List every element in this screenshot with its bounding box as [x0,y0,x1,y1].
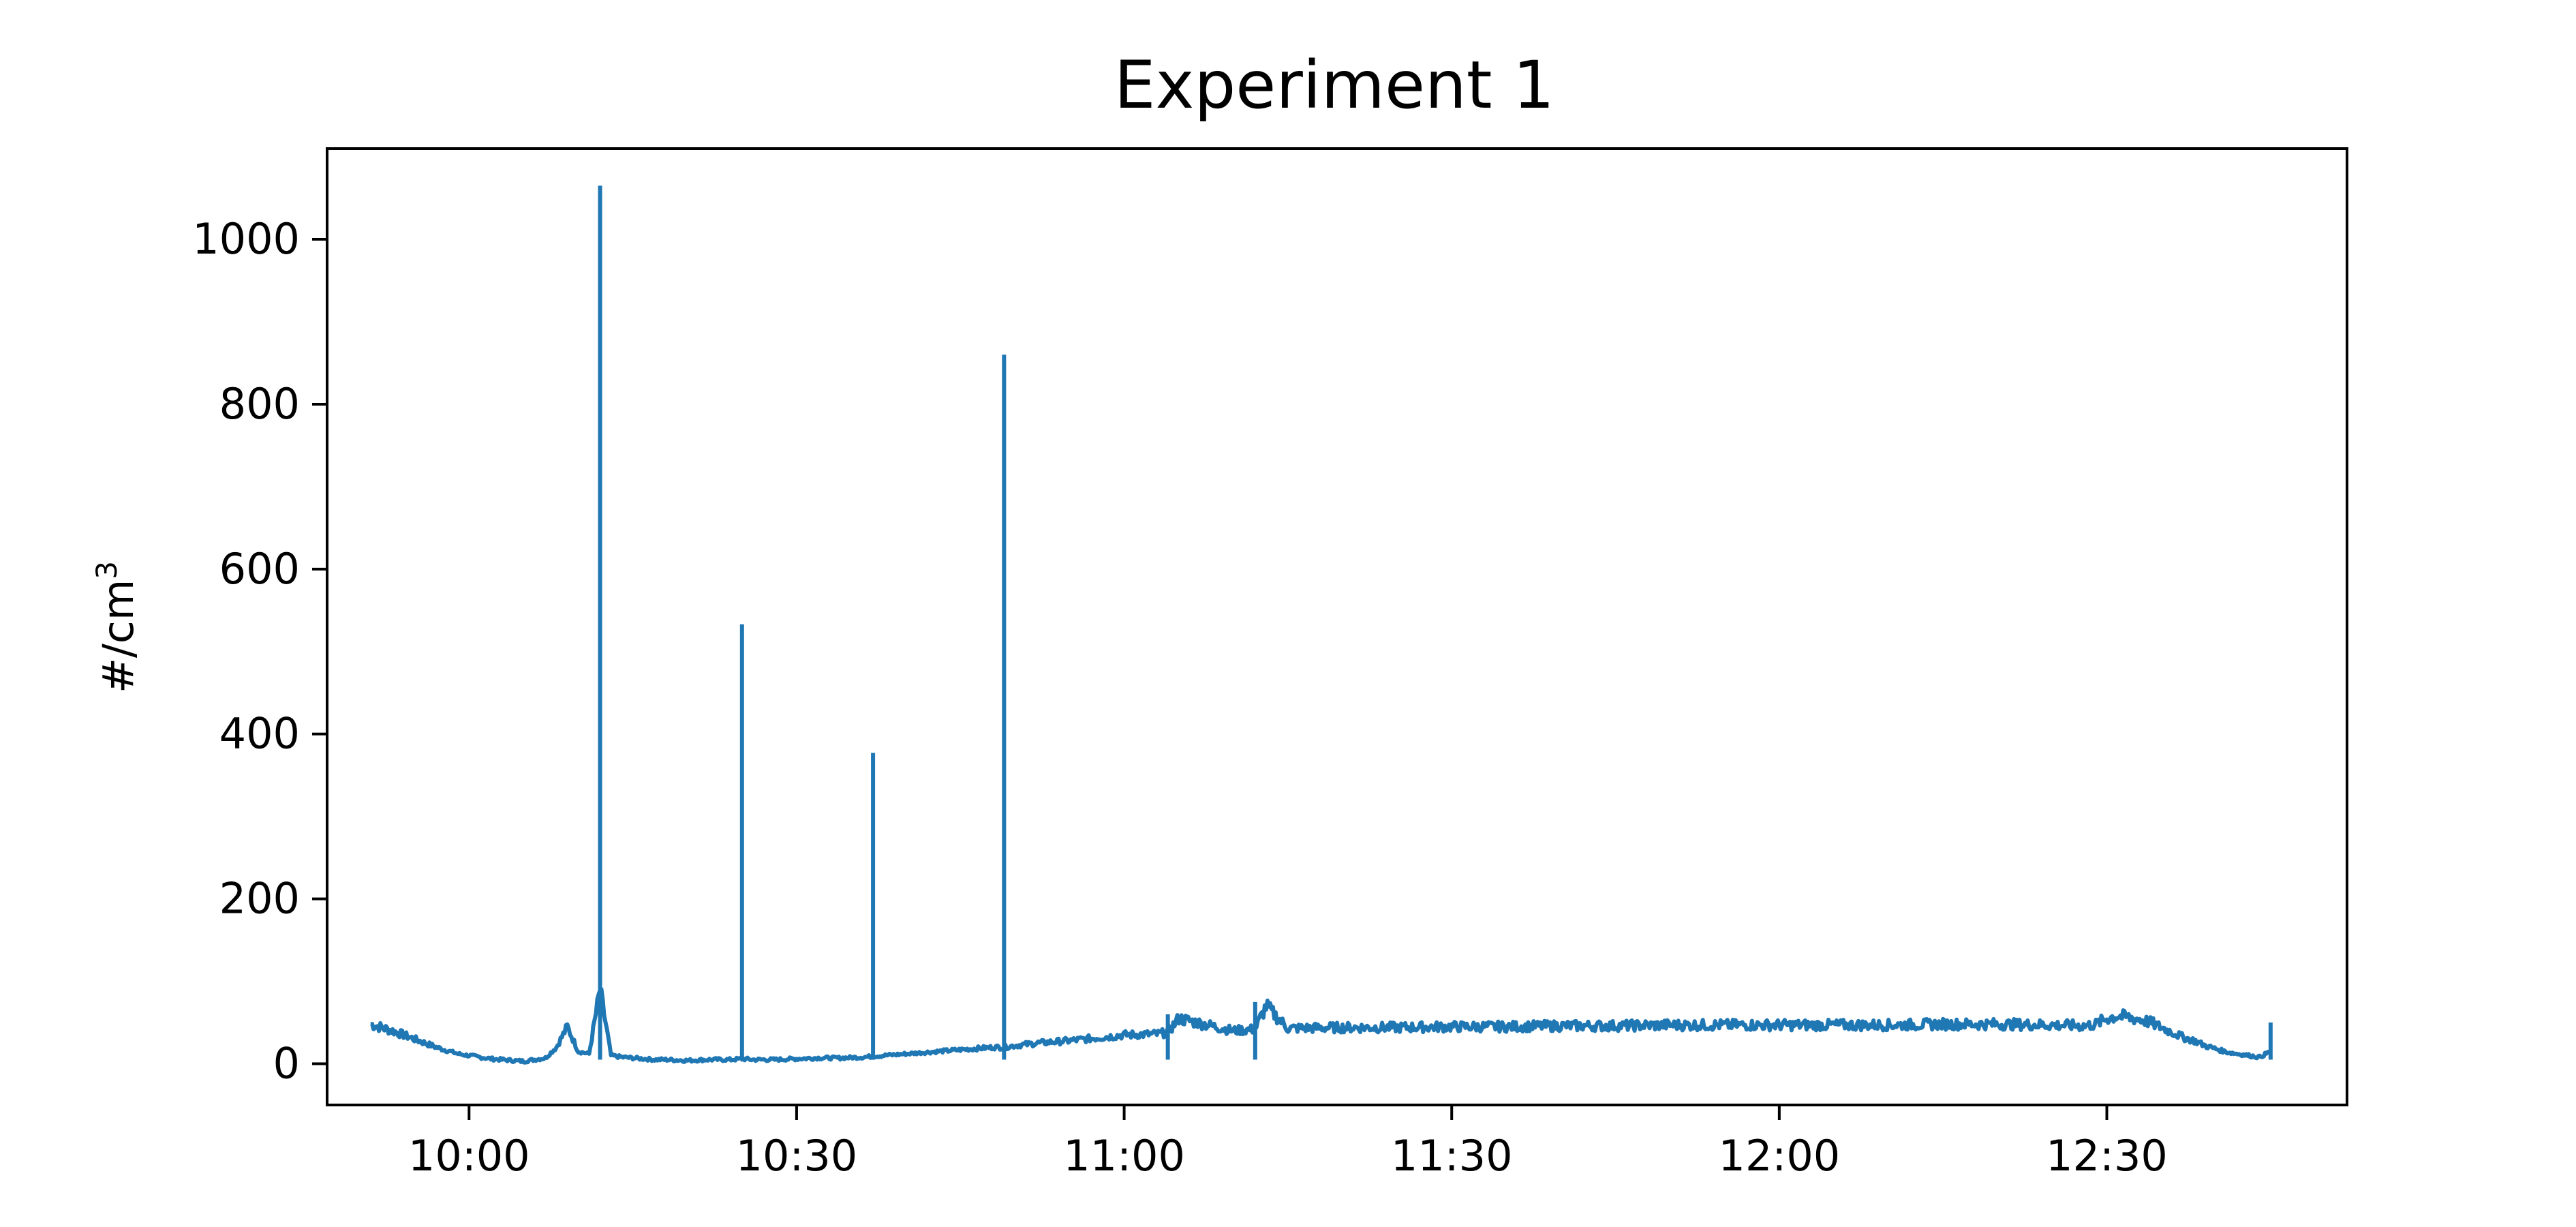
y-axis: 0 200 400 600 800 1000 [192,214,327,1089]
y-tick-label: 200 [219,874,300,924]
axes-frame [326,147,2348,1106]
chart-title: Experiment 1 [1114,47,1554,123]
x-tick-label: 12:00 [1719,1131,1841,1181]
x-tick-label: 10:30 [736,1131,858,1181]
y-axis-label: #/cm3 [90,561,143,693]
series-line [370,987,2271,1065]
x-tick-label: 12:30 [2046,1131,2168,1181]
plot-area [326,147,2348,1106]
y-axis-label-superscript: 3 [90,561,123,579]
y-tick-label: 600 [219,544,300,594]
y-tick-label: 400 [219,709,300,759]
x-axis: 10:00 10:30 11:00 11:30 12:00 12:30 [408,1105,2168,1181]
y-tick-label: 1000 [192,214,300,264]
y-axis-label-unit: #/cm [93,579,143,693]
series-group [370,185,2273,1065]
y-tick-label: 0 [273,1039,300,1089]
y-tick-label: 800 [219,379,300,429]
x-tick-label: 11:30 [1391,1131,1513,1181]
x-tick-label: 10:00 [408,1131,530,1181]
x-tick-label: 11:00 [1063,1131,1185,1181]
